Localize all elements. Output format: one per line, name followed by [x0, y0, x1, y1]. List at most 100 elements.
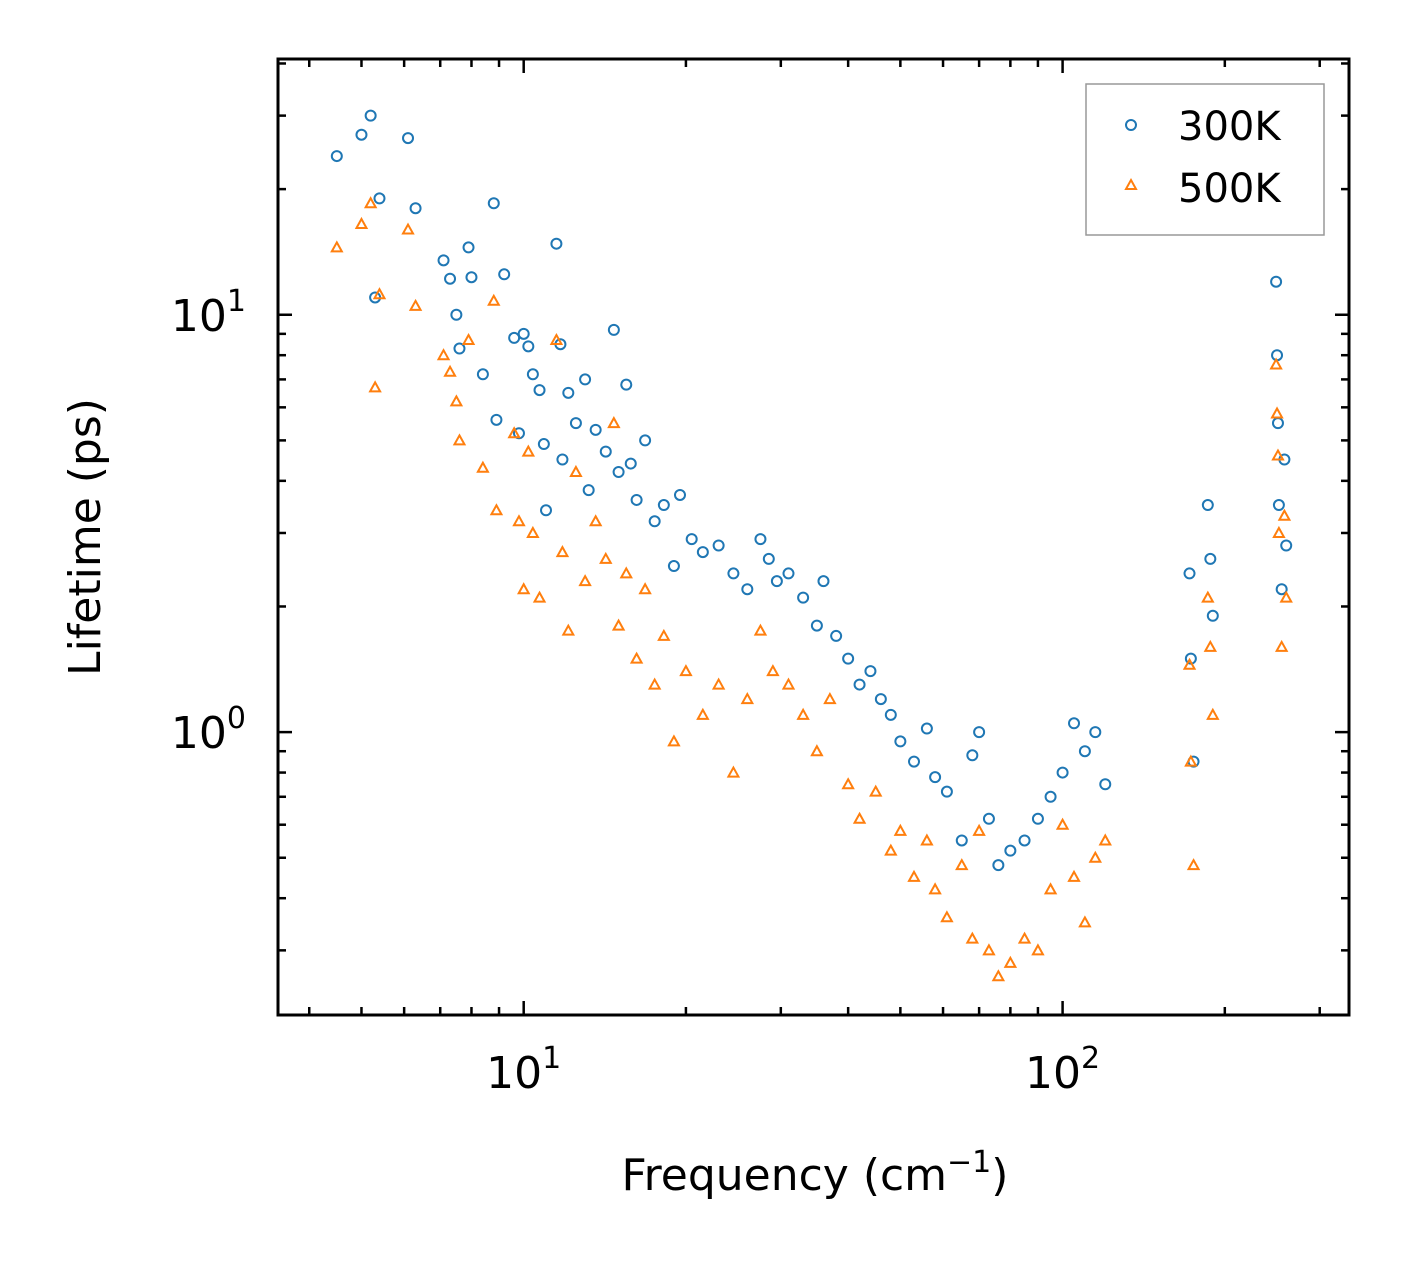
data-point-500k-17: [516, 582, 531, 595]
data-point-300k-86: [1206, 609, 1219, 622]
legend-box: [1085, 83, 1325, 236]
data-point-300k-1: [355, 128, 368, 141]
data-point-300k-35: [612, 465, 625, 478]
data-point-300k-17: [508, 331, 521, 344]
data-point-500k-4: [372, 287, 387, 300]
data-point-300k-21: [526, 368, 539, 381]
data-point-300k-80: [1099, 778, 1112, 791]
legend-label-500k: 500K: [1178, 166, 1282, 212]
data-point-300k-64: [920, 722, 933, 735]
data-point-300k-71: [992, 859, 1005, 872]
data-point-500k-30: [619, 566, 633, 579]
data-point-300k-29: [569, 417, 582, 430]
legend-marker-500k: [1124, 177, 1138, 190]
data-point-300k-31: [582, 484, 595, 497]
data-point-500k-9: [449, 394, 464, 407]
data-point-300k-50: [762, 552, 775, 565]
data-point-300k-74: [1031, 812, 1044, 825]
data-point-500k-53: [920, 833, 934, 846]
legend-marker-300k: [1125, 119, 1137, 131]
data-point-300k-4: [373, 192, 386, 205]
y-axis-label: Lifetime (ps): [60, 398, 111, 676]
data-point-500k-70: [1182, 657, 1197, 670]
data-point-300k-68: [966, 749, 979, 762]
data-point-300k-85: [1204, 552, 1217, 565]
data-point-300k-12: [465, 271, 478, 284]
data-point-500k-31: [629, 651, 644, 664]
data-point-300k-75: [1044, 790, 1057, 803]
data-point-500k-60: [991, 969, 1006, 982]
x-tick-labels: 101 102: [486, 1041, 1100, 1099]
x-tick-label-0: 101: [486, 1041, 561, 1099]
data-point-300k-66: [940, 785, 953, 798]
data-point-300k-62: [894, 735, 907, 748]
data-point-500k-23: [561, 623, 576, 636]
data-point-500k-44: [796, 707, 810, 720]
data-point-300k-0: [330, 150, 343, 163]
data-point-300k-42: [667, 560, 680, 573]
data-point-300k-28: [562, 386, 575, 399]
x-axis-label-superscript: −1: [947, 1145, 991, 1180]
data-point-300k-34: [607, 323, 620, 336]
data-point-300k-19: [517, 327, 530, 340]
data-point-500k-39: [726, 765, 741, 778]
x-axis-label-main: Frequency (cm: [622, 1150, 948, 1201]
data-point-500k-34: [657, 628, 671, 641]
data-point-500k-0: [330, 240, 344, 253]
data-point-300k-58: [853, 678, 866, 691]
data-point-300k-54: [810, 619, 823, 632]
data-point-500k-33: [647, 677, 662, 690]
data-point-500k-13: [487, 293, 501, 306]
x-tick-label-1: 102: [1025, 1041, 1100, 1099]
x-tick-label-exponent: 2: [1081, 1041, 1100, 1076]
data-point-300k-55: [817, 575, 830, 588]
data-point-500k-66: [1067, 869, 1081, 882]
data-point-500k-27: [599, 551, 613, 564]
data-point-300k-9: [450, 308, 463, 321]
y-tick-label-1: 101: [171, 284, 246, 342]
data-point-300k-46: [712, 539, 725, 552]
data-point-500k-15: [507, 426, 521, 439]
data-point-300k-37: [624, 457, 637, 470]
data-point-300k-33: [599, 445, 612, 458]
data-point-500k-67: [1078, 915, 1092, 928]
data-point-300k-39: [639, 434, 652, 447]
data-point-500k-59: [982, 943, 996, 956]
data-point-300k-90: [1272, 499, 1285, 512]
legend: 300K 500K: [1085, 83, 1325, 236]
data-point-500k-20: [532, 590, 547, 603]
data-point-500k-78: [1271, 448, 1285, 461]
data-point-500k-2: [363, 196, 378, 209]
data-point-500k-81: [1277, 508, 1292, 521]
data-point-300k-32: [589, 423, 602, 436]
data-point-300k-87: [1270, 275, 1283, 288]
data-point-500k-26: [588, 514, 603, 527]
data-point-300k-24: [540, 504, 553, 517]
y-tick-label-exponent: 1: [227, 284, 246, 319]
data-point-300k-77: [1068, 717, 1081, 730]
data-point-300k-16: [498, 268, 511, 281]
data-point-500k-69: [1098, 833, 1112, 846]
data-point-300k-57: [842, 652, 855, 665]
data-point-300k-60: [874, 693, 887, 706]
data-point-300k-88: [1271, 349, 1284, 362]
data-point-500k-38: [711, 677, 726, 690]
data-point-300k-73: [1018, 834, 1031, 847]
data-point-300k-53: [797, 591, 810, 604]
y-tick-label-exponent: 0: [227, 701, 246, 736]
data-point-500k-24: [569, 464, 583, 477]
data-point-500k-58: [972, 823, 986, 836]
data-point-500k-62: [1017, 931, 1032, 944]
x-tick-label-exponent: 1: [542, 1041, 561, 1076]
data-point-300k-8: [444, 272, 457, 285]
data-point-500k-73: [1201, 590, 1215, 603]
data-point-300k-25: [550, 237, 563, 250]
data-point-500k-32: [638, 582, 652, 595]
data-point-500k-46: [823, 692, 837, 705]
data-point-300k-23: [537, 438, 550, 451]
data-point-500k-63: [1031, 943, 1045, 956]
data-point-300k-59: [864, 665, 877, 678]
data-point-500k-64: [1043, 882, 1058, 895]
